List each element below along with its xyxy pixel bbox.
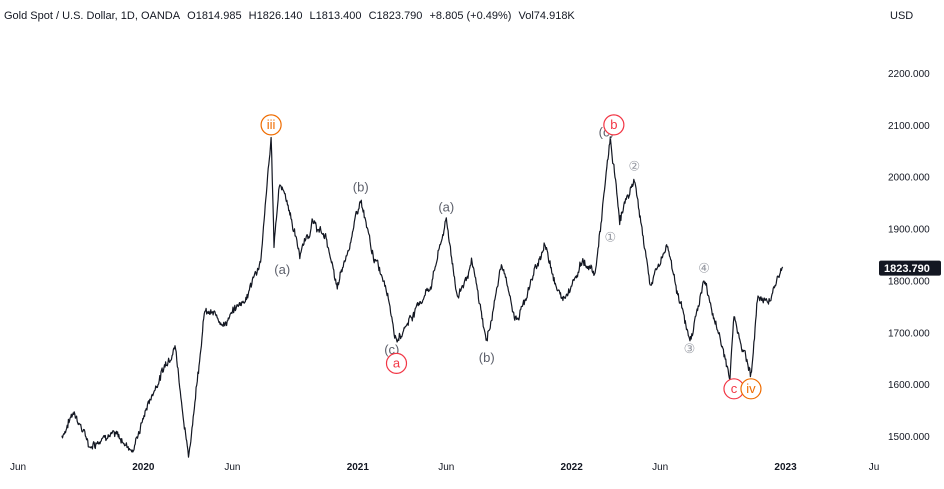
ohlc-close: C1823.790 [368,10,423,22]
x-tick-label: 2020 [132,462,155,473]
y-tick-label: 1700.000 [888,328,930,339]
volume: Vol74.918K [518,10,575,22]
wave-label: a [393,355,401,370]
symbol-title[interactable]: Gold Spot / U.S. Dollar, 1D, OANDA [4,10,181,22]
last-price-tag-bg [879,260,941,276]
x-tick-label: Jun [438,462,454,473]
chart-header: Gold Spot / U.S. Dollar, 1D, OANDA O1814… [4,10,579,22]
y-tick-label: 1900.000 [888,225,930,236]
currency-label: USD [890,10,914,22]
x-tick-label: 2021 [347,462,370,473]
x-tick-label: Jun [224,462,240,473]
wave-label: ② [629,158,641,173]
wave-label-circle [603,114,625,136]
y-tick-label: 2200.000 [888,69,930,80]
wave-label-circle [260,114,282,136]
wave-label: (a) [274,262,290,277]
y-tick-label: 2000.000 [888,173,930,184]
wave-label: ① [605,229,617,244]
x-tick-label: Ju [869,462,880,473]
time-axis[interactable]: Jun 2020 Jun 2021 Jun 2022 Jun 2023 Ju [10,462,879,473]
wave-label: (b) [353,180,369,195]
price-change: +8.805 (+0.49%) [429,10,512,22]
wave-label-circle [740,378,762,400]
ohlc-high: H1826.140 [248,10,303,22]
wave-label: ③ [684,341,696,356]
x-tick-label: Jun [652,462,668,473]
wave-label: b [610,117,617,132]
wave-label: (b) [479,350,495,365]
last-price-tag: 1823.790 [879,260,941,276]
wave-label: c [731,381,738,396]
wave-label-circle [385,352,408,374]
wave-label: iii [267,117,276,132]
x-tick-label: 2023 [774,462,797,473]
y-tick-label: 2100.000 [888,121,930,132]
price-axis[interactable]: 2200.000 2100.000 2000.000 1900.000 1800.000… [888,69,930,443]
last-price-value: 1823.790 [884,263,930,275]
plot-area[interactable] [61,136,784,458]
y-tick-label: 1800.000 [888,276,930,287]
y-tick-label: 1600.000 [888,380,930,391]
x-tick-label: Jun [10,462,26,473]
ohlc-open: O1814.985 [187,10,242,22]
wave-label: iv [746,381,756,396]
y-tick-label: 1500.000 [888,432,930,443]
price-series-line [61,136,784,458]
wave-label: (a) [438,199,454,214]
x-tick-label: 2022 [561,462,584,473]
wave-label: ④ [698,261,710,276]
ohlc-low: L1813.400 [309,10,362,22]
wave-labels: iii(b)(a)(c)a(a)(b)(c)b②①④③⑤civ [260,114,762,400]
